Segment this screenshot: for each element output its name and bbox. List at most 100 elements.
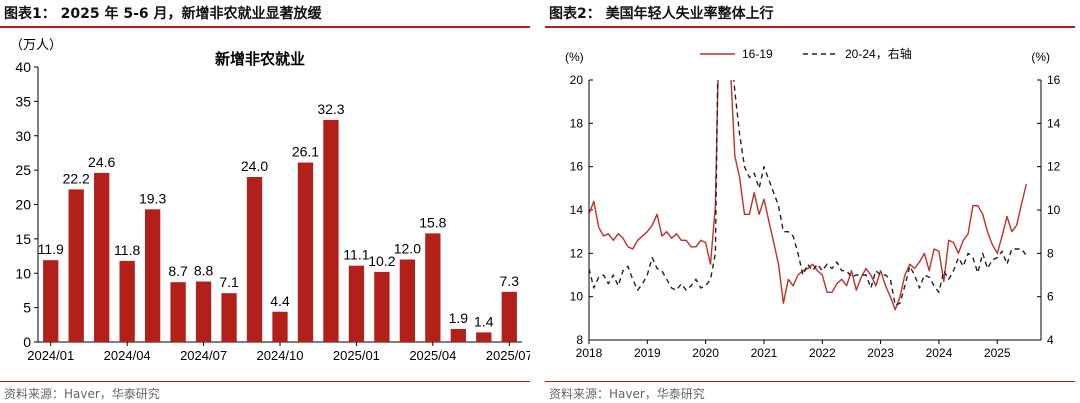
line-x-ticks: 2018 2019 2020 2021 2022 2023 2024 2025 (576, 340, 1011, 360)
line-right-tick-label: 10 (1047, 203, 1061, 217)
bar-data-label: 19.3 (139, 190, 166, 206)
line-right-y-ticks: 4 6 8 10 12 14 16 (1037, 73, 1061, 347)
bar-2024/12 (323, 119, 339, 342)
title-rule (545, 26, 1075, 28)
bar-2025/07 (501, 291, 517, 342)
bar-2024/06 (170, 282, 186, 342)
line-left-tick-label: 20 (570, 73, 584, 87)
bar-data-label: 22.2 (63, 170, 90, 186)
bar-data-label: 24.0 (241, 158, 268, 174)
bar-2024/02 (68, 189, 84, 342)
bottom-rule (0, 381, 530, 382)
bar-x-tick-label: 2025/04 (409, 348, 456, 363)
bar-data-label: 1.9 (449, 310, 469, 326)
bar-2025/02 (374, 271, 390, 342)
bar-data-label: 7.3 (500, 273, 520, 289)
bar-x-tick-label: 2024/01 (27, 348, 74, 363)
bar-chart-title: 新增非农就业 (215, 50, 305, 68)
title-rule (0, 26, 530, 28)
line-axes (588, 80, 1042, 341)
line-left-tick-label: 10 (570, 290, 584, 304)
bar-data-label: 7.1 (219, 274, 239, 290)
line-x-tick-label: 2019 (634, 346, 661, 360)
bar-2024/04 (119, 260, 135, 342)
line-left-tick-label: 8 (576, 333, 583, 347)
bar-2025/05 (450, 328, 466, 342)
bar-data-label: 26.1 (292, 144, 319, 160)
line-left-tick-label: 16 (570, 160, 584, 174)
panel-nonfarm-payrolls: 图表1： 2025 年 5-6 月，新增非农就业显著放缓 （万人） 新增非农就业… (0, 0, 530, 403)
bar-2025/01 (348, 265, 365, 342)
bar-x-tick-label: 2025/01 (333, 348, 380, 363)
series-line-20-24 (589, 80, 1027, 306)
bar-2024/08 (221, 293, 237, 342)
line-left-axis-unit: (%) (565, 50, 584, 64)
line-x-tick-label: 2025 (984, 346, 1011, 360)
line-x-tick-label: 2021 (751, 346, 778, 360)
bar-y-ticks: 0 5 10 15 20 25 30 35 40 (15, 59, 38, 350)
bar-series (43, 119, 517, 342)
line-right-tick-label: 14 (1047, 116, 1061, 130)
legend-label-16-19: 16-19 (742, 47, 773, 61)
bar-2025/03 (399, 259, 416, 342)
bar-data-label: 10.2 (368, 253, 395, 269)
source-note-1: 资料来源：Haver，华泰研究 (4, 387, 160, 401)
line-x-tick-label: 2022 (809, 346, 836, 360)
line-left-tick-label: 14 (570, 203, 584, 217)
line-x-tick-label: 2018 (576, 346, 603, 360)
line-left-y-ticks: 8 10 12 14 16 18 20 (570, 73, 593, 347)
legend-label-20-24: 20-24，右轴 (845, 46, 912, 61)
line-chart-youth-unemployment: (%) (%) 16-19 20-24，右轴 8 10 12 14 16 18 20 4 6 8… (565, 46, 1061, 360)
line-left-tick-label: 12 (570, 246, 584, 260)
bar-x-tick-label: 2024/04 (104, 348, 151, 363)
line-right-tick-label: 12 (1047, 160, 1061, 174)
bar-x-tick-label: 2024/10 (257, 348, 304, 363)
bar-2024/11 (297, 162, 314, 342)
figure-title-1: 图表1： 2025 年 5-6 月，新增非农就业显著放缓 (4, 6, 322, 22)
line-x-tick-label: 2024 (926, 346, 953, 360)
bar-y-tick-label: 40 (15, 59, 31, 75)
bar-data-label: 15.8 (419, 214, 446, 230)
bar-y-tick-label: 30 (15, 128, 31, 144)
bar-data-labels: 11.9 22.224.6 11.8 19.3 8.7 8.8 7.1 24.0 4.4 26.1… (38, 101, 520, 329)
bar-data-label: 11.9 (38, 241, 64, 257)
bar-data-label: 4.4 (270, 293, 290, 309)
bar-2024/10 (272, 311, 288, 342)
bar-y-axis-unit: （万人） (10, 37, 62, 52)
bar-2025/04 (425, 233, 441, 342)
bar-y-tick-label: 0 (23, 334, 31, 350)
bar-2024/01 (43, 260, 59, 342)
bar-y-tick-label: 25 (15, 162, 31, 178)
bar-data-label: 24.6 (88, 154, 115, 170)
bar-2025/06 (476, 332, 492, 342)
line-right-tick-label: 6 (1047, 290, 1054, 304)
bar-data-label: 12.0 (394, 241, 421, 257)
bar-y-tick-label: 20 (15, 197, 31, 213)
line-right-tick-label: 16 (1047, 73, 1061, 87)
line-right-axis-unit: (%) (1031, 50, 1050, 64)
line-right-tick-label: 4 (1047, 333, 1054, 347)
bar-x-tick-label: 2024/07 (180, 348, 227, 363)
bar-y-tick-label: 15 (15, 231, 31, 247)
bar-2024/05 (144, 209, 161, 342)
bar-data-label: 32.3 (317, 101, 344, 117)
bar-y-tick-label: 35 (15, 93, 31, 109)
line-x-tick-label: 2020 (692, 346, 719, 360)
bar-data-label: 8.7 (168, 263, 188, 279)
line-x-tick-label: 2023 (867, 346, 894, 360)
bar-data-label: 1.4 (474, 313, 494, 329)
bar-2024/07 (195, 281, 212, 342)
bar-data-label: 11.8 (114, 242, 140, 258)
bar-2024/09 (246, 177, 263, 342)
line-right-tick-label: 8 (1047, 246, 1054, 260)
line-series-group (589, 80, 1028, 311)
bar-y-tick-label: 5 (23, 300, 31, 316)
bar-data-label: 11.1 (343, 247, 369, 263)
bottom-rule (545, 381, 1075, 382)
bar-data-label: 8.8 (194, 263, 214, 279)
bar-x-ticks: 2024/01 2024/04 2024/07 2024/10 2025/01 2025/… (27, 342, 530, 363)
bar-2024/03 (94, 172, 110, 342)
figure-title-2: 图表2： 美国年轻人失业率整体上行 (549, 6, 774, 22)
bar-x-tick-label: 2025/07 (486, 348, 530, 363)
